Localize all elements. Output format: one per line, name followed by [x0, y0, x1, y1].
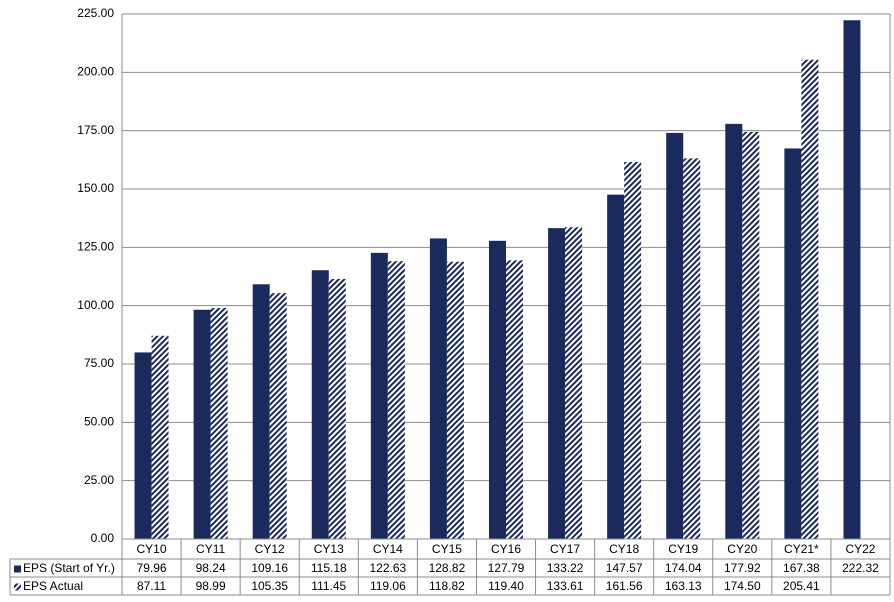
bar: [742, 131, 760, 540]
x-tick-label: CY11: [196, 542, 225, 556]
legend-key: [14, 565, 21, 573]
bar: [725, 123, 743, 539]
x-tick-label: CY12: [255, 542, 285, 556]
data-table-value: 98.99: [196, 579, 226, 593]
x-tick-label: CY10: [137, 542, 167, 556]
data-table-value: 133.22: [547, 561, 584, 575]
data-table-value: 109.16: [251, 561, 288, 575]
data-table-value: 147.57: [606, 561, 643, 575]
bar: [624, 162, 642, 539]
y-tick-label: 225.00: [77, 6, 114, 20]
x-tick-label: CY19: [668, 542, 698, 556]
bar: [506, 260, 523, 539]
x-tick-label: CY13: [314, 542, 344, 556]
bar: [548, 228, 566, 540]
bar: [489, 240, 506, 539]
data-table-value: 127.79: [488, 561, 525, 575]
bar: [666, 132, 684, 539]
data-table-value: 79.96: [137, 561, 167, 575]
x-tick-label: CY21*: [784, 542, 819, 556]
data-table-value: 115.18: [311, 561, 347, 575]
data-table-value: 163.13: [665, 579, 702, 593]
legend-label: EPS (Start of Yr.): [23, 561, 115, 575]
bar: [784, 148, 802, 540]
bar: [269, 293, 287, 539]
data-table-value: 119.40: [488, 579, 524, 593]
data-table-value: 87.11: [137, 579, 166, 593]
bar: [134, 352, 152, 539]
data-table-value: 111.45: [311, 579, 346, 593]
data-table-value: 105.35: [251, 579, 288, 593]
x-tick-label: CY17: [550, 542, 580, 556]
bar: [565, 227, 583, 539]
x-tick-label: CY20: [727, 542, 757, 556]
data-table-value: 167.38: [783, 561, 820, 575]
data-table-value: 98.24: [196, 561, 226, 575]
data-table-value: 222.32: [842, 561, 879, 575]
y-tick-label: 150.00: [77, 181, 114, 195]
data-table-value: 128.82: [429, 561, 466, 575]
data-table-value: 174.04: [665, 561, 702, 575]
bar: [683, 158, 701, 539]
legend-key: [14, 583, 21, 591]
y-tick-label: 25.00: [84, 473, 114, 487]
data-table-value: 118.82: [429, 579, 465, 593]
data-table-value: 122.63: [369, 561, 406, 575]
bar: [387, 261, 405, 539]
x-tick-label: CY14: [373, 542, 403, 556]
y-tick-label: 100.00: [77, 298, 114, 312]
y-tick-label: 75.00: [84, 356, 114, 370]
y-tick-label: 200.00: [77, 65, 114, 79]
bar: [843, 20, 861, 539]
data-table-value: 174.50: [724, 579, 761, 593]
bar: [801, 59, 819, 540]
bar: [193, 309, 211, 539]
bar: [252, 284, 270, 539]
data-table-value: 205.41: [783, 579, 820, 593]
bar: [429, 238, 447, 540]
bar: [446, 261, 464, 539]
x-tick-label: CY22: [845, 542, 875, 556]
y-tick-label: 125.00: [77, 240, 114, 254]
x-tick-label: CY15: [432, 542, 462, 556]
bar: [311, 270, 329, 539]
bar: [607, 194, 625, 540]
bar: [210, 308, 228, 539]
data-table-value: 161.56: [606, 579, 643, 593]
data-table-value: 119.06: [370, 579, 406, 593]
y-tick-label: 50.00: [84, 415, 114, 429]
bar: [370, 252, 388, 539]
legend-label: EPS Actual: [23, 579, 83, 593]
y-tick-label: 0.00: [91, 531, 115, 545]
y-tick-label: 175.00: [77, 123, 114, 137]
x-tick-label: CY18: [609, 542, 639, 556]
x-tick-label: CY16: [491, 542, 521, 556]
data-table-value: 133.61: [547, 579, 584, 593]
bar: [151, 335, 169, 539]
bar: [328, 278, 346, 539]
data-table-value: 177.92: [724, 561, 761, 575]
